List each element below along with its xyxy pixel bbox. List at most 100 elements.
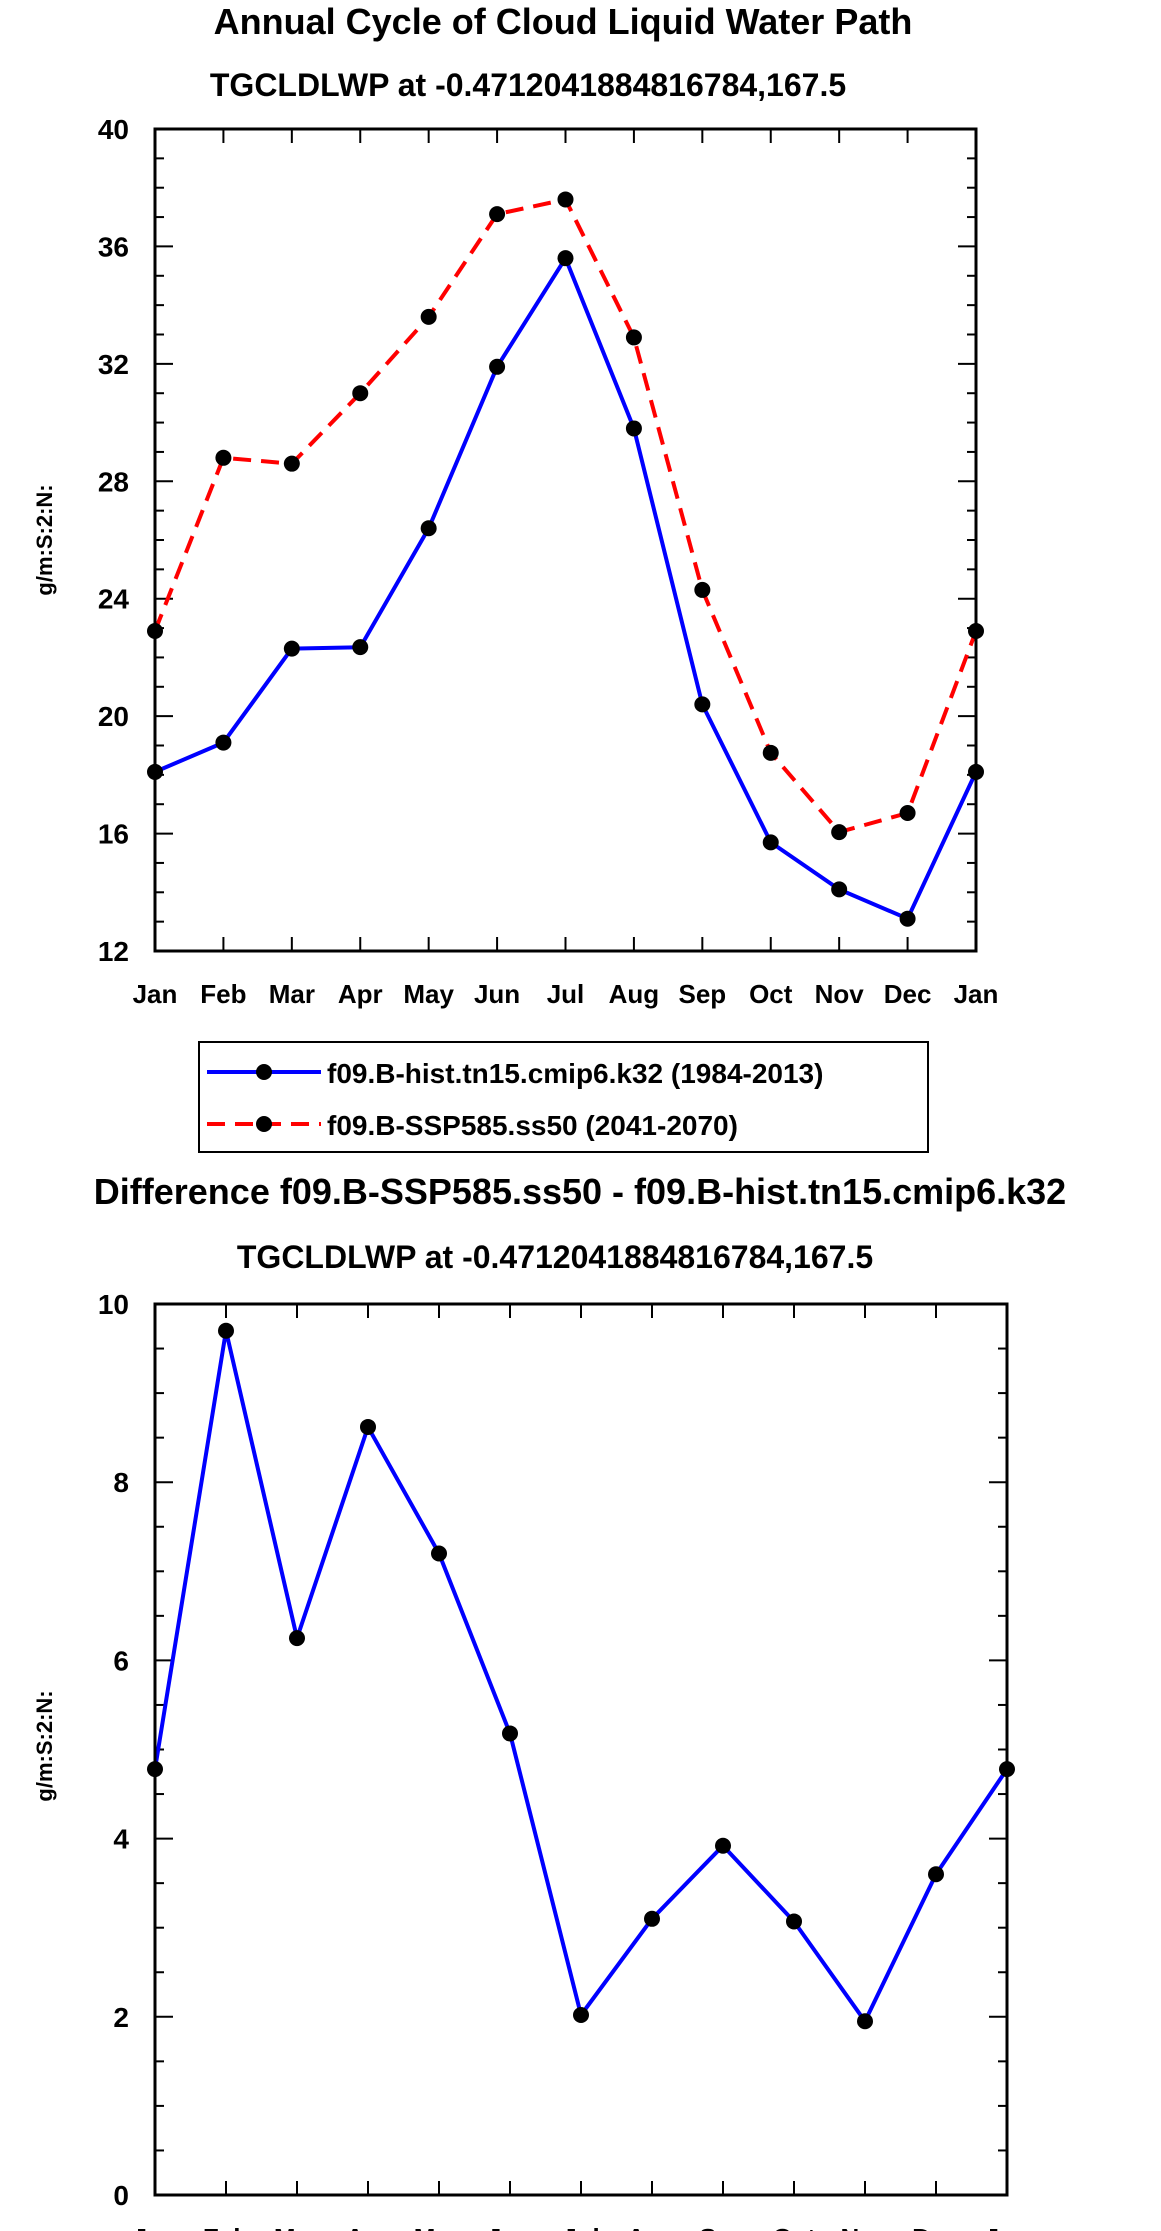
chart2-frame — [153, 1302, 1009, 2197]
y-tick-label: 20 — [98, 701, 129, 732]
x-tick-label: Sep — [678, 979, 726, 1009]
x-tick-label: Aug — [609, 979, 660, 1009]
legend-marker-ssp — [256, 1116, 272, 1132]
data-point — [857, 2013, 873, 2030]
y-tick-label: 32 — [98, 349, 129, 380]
data-point — [352, 385, 369, 402]
x-tick-label: Jan — [985, 2223, 1030, 2231]
data-point — [489, 206, 506, 223]
data-point — [831, 824, 848, 841]
data-point — [899, 805, 916, 822]
chart2-title: Difference f09.B-SSP585.ss50 - f09.B-his… — [94, 1171, 1066, 1212]
series-line-0 — [154, 256, 978, 921]
y-tick-label: 10 — [98, 1289, 129, 1320]
chart1-x-tick-labels: Jan Feb Mar Apr May Jun Jul Aug Sep Oct Nov Dec Jan — [133, 979, 999, 1009]
data-point — [625, 329, 642, 346]
y-tick-label: 8 — [113, 1467, 129, 1498]
x-tick-label: Feb — [203, 2223, 249, 2231]
chart2-y-axis-label: g/m:S:2:N: — [32, 1690, 57, 1801]
data-point — [420, 520, 437, 537]
x-tick-label: May — [414, 2223, 465, 2231]
y-tick-label: 28 — [98, 466, 129, 497]
x-tick-label: Jun — [487, 2223, 533, 2231]
x-tick-label: Oct — [749, 979, 793, 1009]
y-tick-label: 36 — [98, 231, 129, 262]
x-tick-label: Nov — [840, 2223, 890, 2231]
data-point — [694, 696, 711, 713]
chart1-frame — [153, 127, 978, 953]
x-tick-label: Dec — [884, 979, 932, 1009]
x-tick-label: May — [403, 979, 454, 1009]
data-point — [625, 420, 642, 437]
data-point — [431, 1545, 447, 1562]
legend-label-hist: f09.B-hist.tn15.cmip6.k32 (1984-2013) — [327, 1058, 823, 1089]
x-tick-label: Apr — [346, 2223, 391, 2231]
x-tick-label: Sep — [699, 2223, 747, 2231]
y-tick-label: 24 — [98, 584, 130, 615]
data-point — [573, 2007, 589, 2024]
legend-box — [198, 1041, 929, 1153]
chart1-y-tick-labels: 12 16 20 24 28 32 36 40 — [98, 114, 130, 967]
data-point — [928, 1866, 944, 1883]
chart1-title: Annual Cycle of Cloud Liquid Water Path — [214, 1, 913, 42]
data-point — [283, 640, 300, 657]
series-line-0 — [153, 1328, 1009, 2024]
data-point — [352, 639, 369, 656]
y-tick-label: 0 — [113, 2180, 129, 2211]
x-tick-label: Jan — [133, 2223, 178, 2231]
x-tick-label: Jan — [133, 979, 178, 1009]
chart2-ticks — [154, 1303, 1008, 2196]
x-tick-label: Jun — [474, 979, 520, 1009]
data-point — [557, 191, 574, 208]
data-point — [644, 1910, 660, 1927]
data-point — [762, 834, 779, 851]
legend-marker-hist — [256, 1064, 272, 1080]
data-point — [899, 910, 916, 927]
data-point — [420, 308, 437, 325]
y-tick-label: 40 — [98, 114, 129, 145]
y-tick-label: 2 — [113, 2002, 129, 2033]
data-point — [215, 734, 232, 751]
chart1-y-axis-label: g/m:S:2:N: — [32, 484, 57, 595]
x-tick-label: Nov — [815, 979, 865, 1009]
data-point — [831, 881, 848, 898]
annual-cycle-chart: Annual Cycle of Cloud Liquid Water Path … — [32, 1, 998, 1009]
difference-chart: Difference f09.B-SSP585.ss50 - f09.B-his… — [32, 1171, 1066, 2231]
legend-label-ssp: f09.B-SSP585.ss50 (2041-2070) — [327, 1110, 738, 1141]
data-point — [489, 358, 506, 375]
y-tick-label: 12 — [98, 936, 129, 967]
data-point — [715, 1837, 731, 1854]
data-point — [283, 455, 300, 472]
data-point — [218, 1322, 234, 1339]
series-line-1 — [153, 197, 978, 835]
x-tick-label: Aug — [627, 2223, 678, 2231]
chart2-subtitle: TGCLDLWP at -0.4712041884816784,167.5 — [237, 1239, 873, 1275]
y-tick-label: 6 — [113, 1645, 129, 1676]
data-point — [360, 1418, 376, 1435]
x-tick-label: Jan — [954, 979, 999, 1009]
x-tick-label: Dec — [912, 2223, 960, 2231]
data-point — [762, 744, 779, 761]
data-point — [215, 449, 232, 466]
data-point — [694, 581, 711, 598]
chart2-x-tick-labels: Jan Feb Mar Apr May Jun Jul Aug Sep Oct Nov Dec Jan — [133, 2223, 1030, 2231]
legend: f09.B-hist.tn15.cmip6.k32 (1984-2013) f0… — [198, 1041, 929, 1153]
chart2-y-tick-labels: 0 2 4 6 8 10 — [98, 1289, 130, 2211]
chart2-series — [147, 1322, 1015, 2030]
x-tick-label: Oct — [772, 2223, 816, 2231]
x-tick-label: Feb — [200, 979, 246, 1009]
chart1-series — [147, 191, 984, 927]
x-tick-label: Jul — [562, 2223, 600, 2231]
data-point — [786, 1913, 802, 1930]
x-tick-label: Jul — [547, 979, 585, 1009]
data-point — [502, 1725, 518, 1742]
chart1-subtitle: TGCLDLWP at -0.4712041884816784,167.5 — [210, 67, 846, 103]
y-tick-label: 16 — [98, 819, 129, 850]
data-point — [557, 250, 574, 267]
x-tick-label: Apr — [338, 979, 383, 1009]
y-tick-label: 4 — [113, 1824, 129, 1855]
data-point — [289, 1630, 305, 1647]
x-tick-label: Mar — [274, 2223, 320, 2231]
x-tick-label: Mar — [269, 979, 315, 1009]
